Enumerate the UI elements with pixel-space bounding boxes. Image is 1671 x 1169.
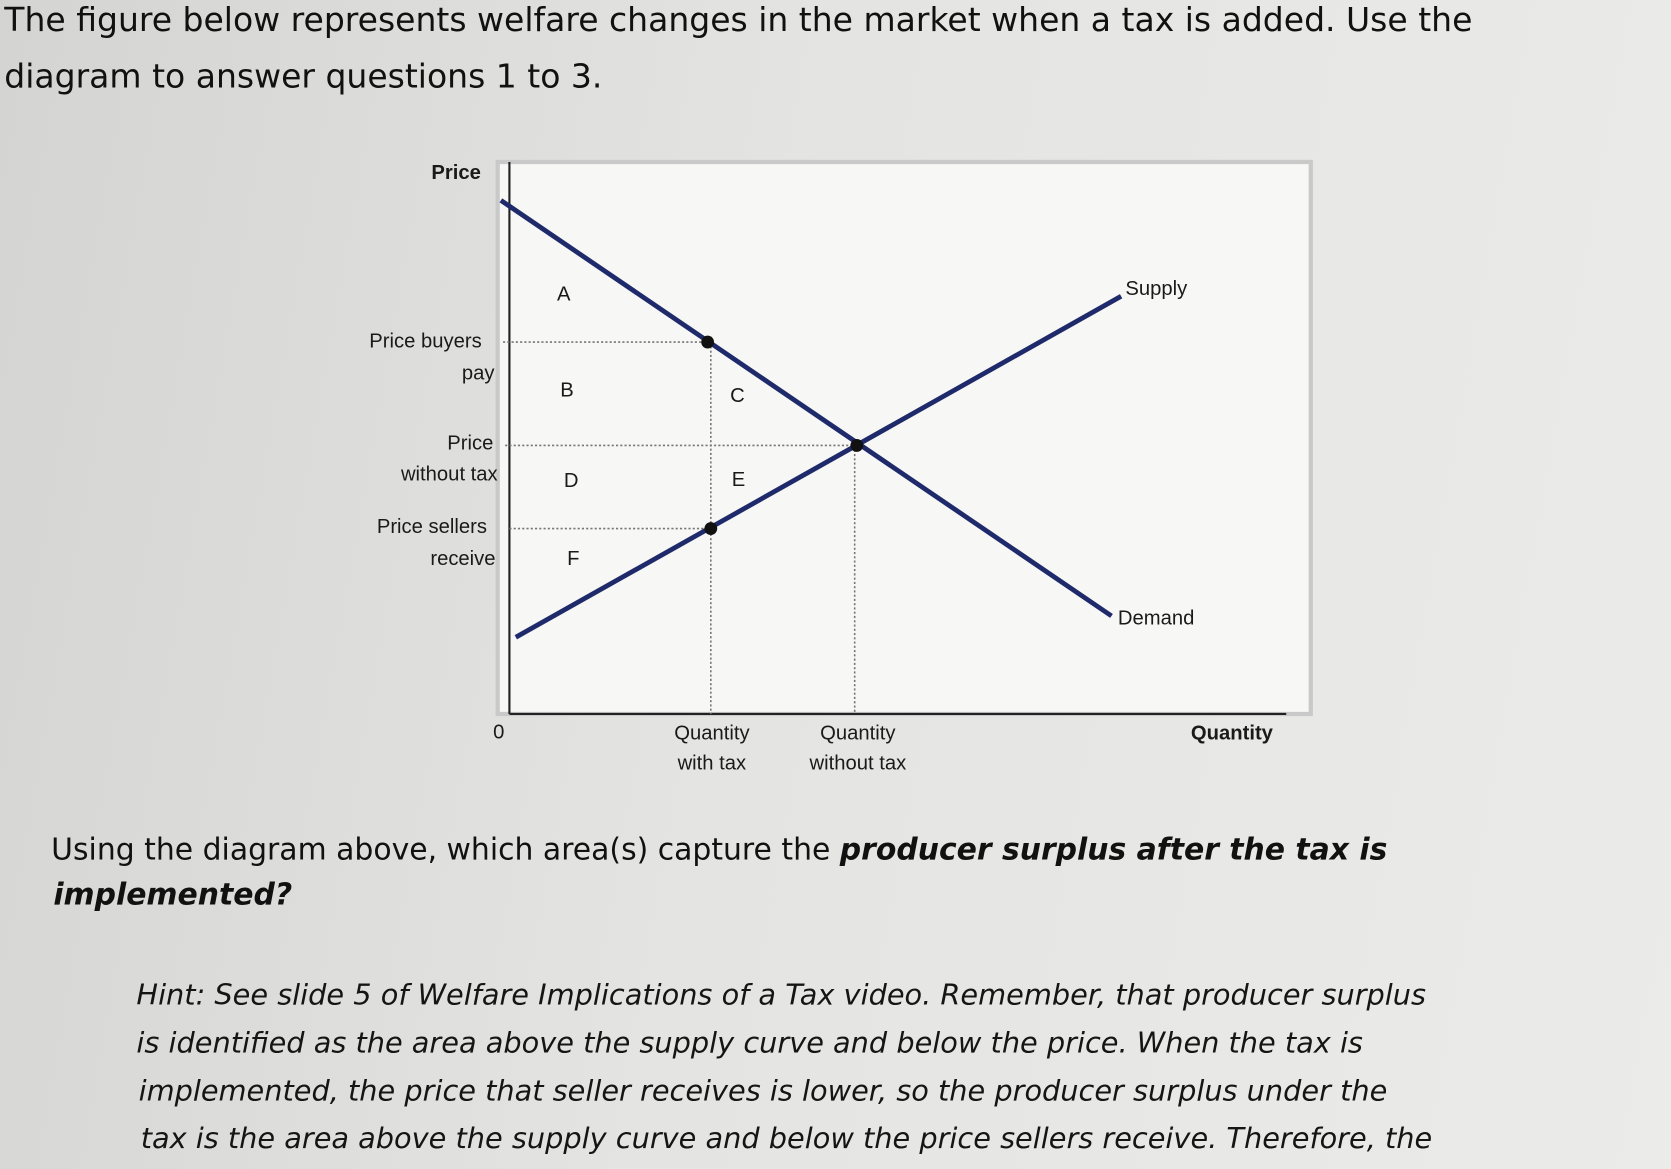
question-emphasis: implemented? [53, 878, 292, 913]
price-label: Price [447, 433, 493, 455]
demand-curve [499, 198, 1113, 618]
hint-line: tax is the area above the supply curve a… [141, 1121, 1433, 1155]
price-label: pay [462, 362, 496, 384]
y-axis-label: Price [431, 162, 481, 184]
quantity-label: without tax [809, 752, 907, 774]
price-label: without tax [400, 464, 498, 486]
quantity-label: Quantity [674, 723, 750, 745]
intro-line: The figure below represents welfare chan… [3, 0, 1472, 39]
hint-line: implemented, the price that seller recei… [139, 1073, 1388, 1107]
supply-curve [514, 294, 1123, 640]
area-label: A [557, 284, 571, 306]
diagram-frame [495, 159, 1313, 717]
buyer-price-point [701, 335, 715, 349]
question-text: Using the diagram above, which area(s) c… [51, 832, 840, 867]
area-label: F [567, 548, 579, 570]
area-label: C [730, 385, 745, 407]
intro-line: diagram to answer questions 1 to 3. [4, 56, 602, 95]
question: Using the diagram above, which area(s) c… [51, 832, 1387, 867]
origin-label: 0 [493, 721, 504, 743]
hint-line: is identified as the area above the supp… [136, 1025, 1363, 1059]
supply-label: Supply [1125, 278, 1188, 300]
price-label: Price buyers [369, 330, 481, 352]
demand-label: Demand [1118, 607, 1194, 629]
area-label: D [564, 470, 579, 492]
area-label: B [560, 379, 574, 401]
equilibrium-point [850, 439, 864, 452]
question-emphasis: producer surplus after the tax is [839, 832, 1388, 867]
area-label: E [732, 469, 746, 491]
quantity-label: with tax [677, 752, 747, 774]
seller-price-point [704, 522, 718, 535]
price-label: receive [430, 548, 495, 570]
hint-line: Hint: See slide 5 of Welfare Implication… [136, 977, 1426, 1011]
price-label: Price sellers [377, 516, 487, 538]
quantity-label: Quantity [820, 723, 896, 745]
x-axis-label: Quantity [1191, 723, 1274, 745]
